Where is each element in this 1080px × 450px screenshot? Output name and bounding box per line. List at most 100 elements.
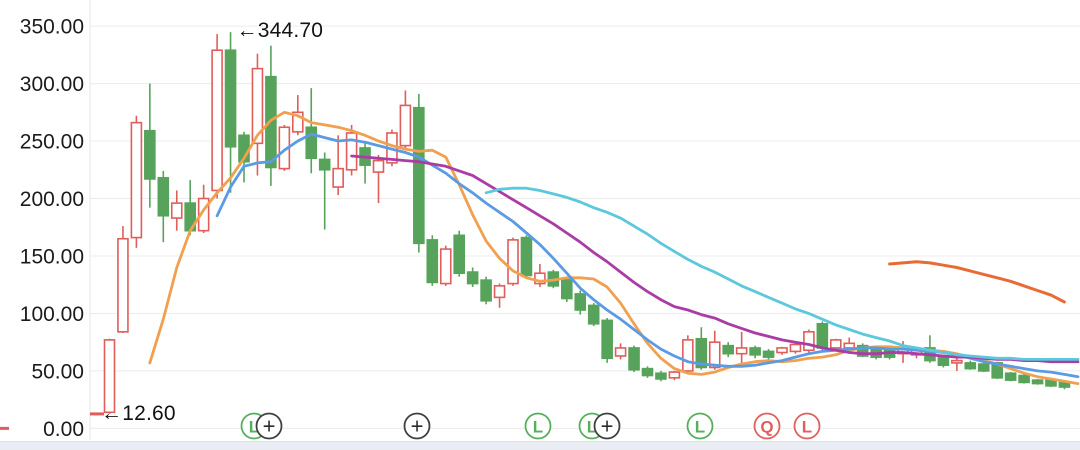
overlay-lines: [148, 110, 1080, 386]
lower-panel-strip: [0, 441, 1080, 450]
event-marker-Q-badge[interactable]: Q: [753, 412, 781, 440]
candle-body: [655, 372, 667, 380]
candle-body: [426, 239, 439, 284]
marker-circle-icon: [793, 412, 821, 440]
candle-body: [668, 371, 681, 379]
reference-line-darkorange: [888, 260, 1066, 304]
event-marker-plus-badge[interactable]: +: [403, 412, 431, 440]
candle-body: [305, 126, 318, 160]
high-price-annotation: ←344.70: [236, 19, 324, 43]
candle-body: [507, 239, 519, 285]
candle-body: [144, 129, 156, 180]
candle-body: [318, 158, 331, 171]
y-axis-label: 300.00: [20, 73, 84, 96]
y-axis-label: 150.00: [20, 245, 84, 268]
ma-longest-cyan: [484, 186, 1080, 361]
marker-letter: +: [601, 414, 614, 439]
candle-body: [117, 237, 129, 333]
candle-body: [964, 362, 977, 370]
event-markers: L + + L L + L Q L: [240, 412, 821, 440]
candle-body: [628, 347, 640, 371]
candle-body: [197, 197, 210, 232]
marker-letter: L: [533, 418, 543, 437]
y-axis-label: 100.00: [20, 303, 84, 326]
candle-body: [372, 159, 385, 173]
candle-body: [695, 337, 708, 369]
event-marker-L-badge[interactable]: L: [524, 412, 552, 440]
candle-body: [789, 343, 802, 353]
marker-letter: +: [411, 414, 424, 439]
candle-body: [682, 339, 694, 372]
candle-body: [1031, 379, 1044, 385]
candle-body: [291, 111, 304, 133]
candle-body: [843, 342, 856, 349]
marker-circle-icon: [753, 412, 781, 440]
y-axis-label: 350.00: [20, 16, 84, 39]
y-axis-label: 50.00: [31, 360, 84, 383]
y-axis-label: 250.00: [20, 131, 84, 154]
candle-body: [856, 344, 869, 357]
candles: [103, 32, 1071, 414]
gridlines: [89, 0, 1080, 440]
marker-circle-icon: [403, 412, 431, 440]
event-marker-L-badge[interactable]: L: [686, 412, 714, 440]
candle-body: [466, 271, 479, 285]
candle-body: [413, 106, 425, 245]
candle-body: [332, 167, 344, 188]
candle-body: [251, 67, 264, 145]
candle-body: [722, 344, 735, 355]
candle-body: [587, 304, 600, 325]
candle-body: [829, 339, 842, 349]
candle-body: [399, 104, 412, 147]
candle-body: [157, 177, 170, 217]
marker-circle-icon: [593, 412, 621, 440]
candle-body: [951, 359, 963, 364]
y-axis-label: 0.00: [43, 418, 84, 441]
candle-body: [937, 356, 950, 366]
candle-body: [211, 49, 223, 192]
marker-circle-icon: [524, 412, 552, 440]
candle-body: [520, 236, 533, 277]
candle-body: [493, 285, 506, 299]
candle-body: [614, 347, 627, 357]
event-marker-plus-badge[interactable]: +: [593, 412, 621, 440]
candle-body: [762, 350, 775, 358]
candle-body: [1004, 372, 1017, 381]
candle-body: [224, 49, 237, 148]
event-marker-plus-badge[interactable]: +: [255, 412, 283, 440]
candle-body: [641, 367, 654, 377]
marker-circle-icon: [255, 412, 283, 440]
marker-letter: L: [802, 418, 812, 437]
candle-body: [574, 293, 587, 311]
candle-body: [560, 278, 573, 300]
candle-body: [103, 339, 116, 414]
y-axis-labels: 350.00 300.00 250.00 200.00 150.00 100.00 50.0…: [20, 16, 84, 441]
candle-body: [601, 319, 613, 360]
marker-letter: Q: [760, 418, 773, 437]
candle-body: [1018, 374, 1030, 384]
candle-body: [130, 121, 143, 239]
candle-body: [708, 341, 721, 369]
candle-body: [480, 279, 492, 302]
event-marker-L-badge[interactable]: L: [793, 412, 821, 440]
candle-body: [534, 272, 546, 285]
candle-body: [977, 363, 990, 372]
marker-circle-icon: [686, 412, 714, 440]
candle-body: [439, 248, 452, 285]
marker-letter: L: [587, 418, 597, 437]
candle-body: [776, 347, 788, 354]
candle-body: [170, 202, 183, 219]
low-price-annotation: ←12.60: [101, 401, 176, 425]
marker-letter: +: [263, 414, 276, 439]
candle-body: [735, 347, 748, 355]
candle-body: [803, 331, 815, 352]
y-axis-label: 200.00: [20, 188, 84, 211]
marker-letter: L: [695, 418, 705, 437]
candle-body: [345, 132, 358, 171]
candle-body: [453, 234, 466, 275]
marker-letter: L: [249, 418, 259, 437]
candle-body: [816, 323, 829, 349]
candle-body: [749, 347, 761, 356]
